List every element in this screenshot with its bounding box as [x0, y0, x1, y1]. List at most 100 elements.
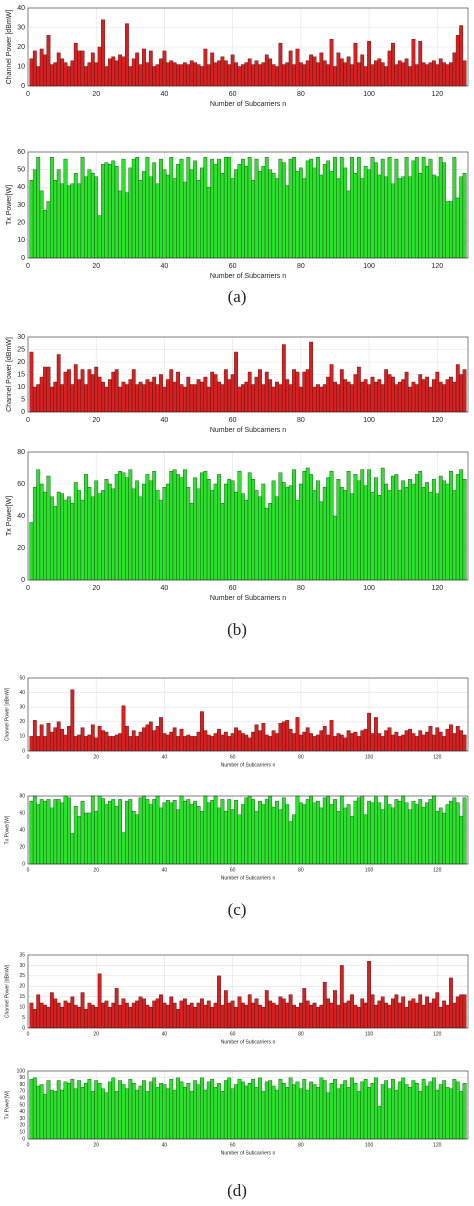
bar — [114, 988, 119, 1029]
bar — [445, 201, 450, 259]
y-tick-label: 60 — [17, 481, 25, 488]
bar — [240, 493, 245, 581]
y-axis-label: Tx Power[W] — [4, 1090, 10, 1119]
bar — [421, 157, 426, 259]
bar — [97, 725, 102, 752]
bar — [234, 62, 238, 87]
bar — [353, 731, 358, 752]
bar — [97, 1083, 102, 1140]
bar — [84, 812, 88, 865]
bar — [247, 472, 252, 581]
bar — [67, 1002, 71, 1029]
bar — [411, 800, 416, 865]
x-tick-label: 40 — [162, 867, 168, 873]
bar — [182, 998, 187, 1029]
bar — [261, 384, 266, 413]
x-axis-label: Number of Subcarriers n — [210, 595, 286, 602]
bar — [107, 736, 112, 752]
bar — [251, 64, 256, 87]
bar — [455, 725, 460, 752]
bar — [316, 734, 320, 752]
bar — [387, 374, 392, 413]
bar — [53, 180, 58, 259]
x-tick-label: 80 — [298, 1142, 304, 1148]
x-tick-label: 40 — [161, 91, 169, 98]
bar — [322, 1080, 327, 1140]
bar — [217, 1083, 221, 1140]
x-tick-label: 40 — [162, 1142, 168, 1148]
bar — [455, 802, 460, 865]
bar — [380, 736, 385, 752]
bar — [271, 172, 276, 259]
bar — [118, 471, 122, 581]
bar — [210, 736, 215, 752]
bar — [326, 376, 331, 413]
x-tick-label: 20 — [93, 867, 99, 873]
bar — [353, 800, 358, 865]
bar — [288, 1077, 293, 1140]
bar — [29, 736, 34, 752]
bar — [431, 795, 436, 865]
bar — [118, 1080, 122, 1140]
bar — [32, 487, 37, 581]
bar — [80, 369, 85, 413]
x-tick-label: 100 — [363, 417, 375, 424]
bar — [121, 158, 126, 259]
bar — [217, 158, 221, 259]
bar — [63, 62, 68, 87]
bar — [196, 731, 201, 752]
bar — [155, 725, 160, 752]
y-tick-label: 20 — [19, 719, 25, 725]
bar — [312, 167, 317, 259]
bar — [295, 48, 300, 87]
bar — [53, 506, 58, 581]
bar — [240, 158, 245, 259]
bar — [206, 1081, 211, 1140]
bar — [404, 58, 409, 87]
bar — [67, 185, 71, 259]
bar — [298, 734, 303, 752]
bar — [60, 1089, 65, 1140]
bar — [101, 1088, 105, 1140]
bar — [94, 737, 99, 752]
bar — [220, 384, 225, 413]
bar — [49, 64, 54, 87]
bar — [182, 181, 187, 259]
bar — [53, 381, 58, 413]
bar — [312, 736, 317, 752]
bar — [217, 728, 221, 752]
bar — [111, 1077, 116, 1140]
x-tick-label: 100 — [363, 585, 375, 592]
bar — [176, 809, 180, 865]
x-tick-label: 60 — [230, 754, 236, 760]
bar — [237, 814, 242, 865]
bar — [336, 1088, 341, 1140]
bar — [367, 40, 371, 87]
y-tick-label: 0 — [21, 577, 25, 584]
bar — [210, 1006, 215, 1029]
bar — [46, 35, 51, 87]
bar — [346, 1000, 351, 1029]
bar — [196, 64, 201, 87]
bar — [169, 471, 174, 581]
bar — [384, 730, 389, 752]
bar — [312, 1002, 317, 1029]
bar — [179, 728, 184, 752]
x-tick-label: 120 — [433, 1031, 442, 1037]
bar — [445, 64, 450, 87]
x-tick-label: 120 — [433, 1142, 442, 1148]
bar — [401, 996, 406, 1029]
bar — [176, 1009, 180, 1029]
plot-frame — [27, 677, 469, 752]
bar — [329, 39, 334, 87]
bar — [387, 804, 392, 865]
bar — [80, 499, 85, 581]
bar — [292, 469, 296, 581]
bar — [230, 809, 235, 865]
bar — [87, 487, 92, 581]
bar — [223, 157, 228, 259]
bar — [43, 1004, 47, 1029]
bar — [442, 62, 447, 87]
bar — [268, 736, 273, 752]
bar — [67, 496, 71, 581]
